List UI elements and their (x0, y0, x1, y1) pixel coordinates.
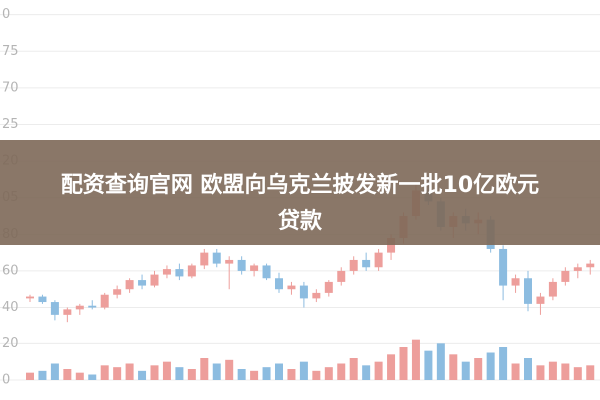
volume-bar (524, 358, 532, 380)
candle-body (362, 259, 371, 268)
volume-bar (573, 367, 582, 380)
volume-bar (374, 361, 383, 380)
candle-body (125, 280, 134, 290)
volume-bar (387, 354, 396, 380)
candle-body (499, 248, 508, 286)
y-tick-label: 60 (2, 263, 19, 278)
candle-body (50, 302, 59, 315)
candle-body (100, 294, 109, 308)
volume-bar (150, 365, 159, 380)
volume-bar (187, 369, 196, 380)
candle-body (573, 267, 582, 271)
volume-bar (436, 343, 445, 380)
volume-bar (561, 363, 570, 380)
volume-bar (212, 363, 221, 380)
candle-body (337, 270, 346, 282)
candle-body (374, 252, 383, 268)
volume-bar (262, 367, 271, 380)
volume-bar (449, 354, 458, 380)
volume-bar (461, 361, 470, 380)
volume-bar (200, 358, 209, 380)
candle-body (162, 269, 171, 275)
candle-body (312, 292, 321, 299)
volume-bar (138, 370, 147, 380)
volume-bar (324, 367, 333, 380)
volume-bar (100, 365, 109, 380)
y-tick-label: 0 (2, 7, 10, 22)
candle-body (299, 285, 308, 299)
volume-bar (299, 361, 308, 380)
volume-bar (349, 358, 358, 380)
volume-bar (125, 363, 134, 380)
candle-body (88, 305, 97, 308)
volume-bar (536, 365, 545, 380)
candle-body (75, 305, 84, 310)
volume-bar (175, 367, 184, 380)
volume-bar (337, 363, 346, 380)
candle-body (26, 296, 34, 299)
volume-bar (88, 374, 97, 380)
volume-bar (511, 363, 520, 380)
candle-body (536, 296, 545, 304)
volume-bar (162, 361, 171, 380)
candle-body (511, 278, 520, 286)
volume-bar (486, 352, 495, 380)
candle-body (275, 278, 283, 290)
volume-bar (38, 370, 47, 380)
y-tick-label: 75 (2, 44, 19, 59)
volume-bar (399, 347, 408, 380)
candle-body (200, 252, 209, 266)
y-tick-label: 20 (2, 336, 19, 351)
candle-body (262, 265, 271, 279)
banner-line: 配资查询官网 欧盟向乌克兰披发新一批10亿欧元 (61, 172, 539, 198)
banner-background (0, 140, 600, 245)
volume-bar (499, 347, 508, 380)
candle-body (524, 278, 532, 304)
volume-bar (50, 363, 59, 380)
volume-bar (275, 363, 283, 380)
volume-bar (424, 350, 433, 380)
volume-bar (113, 367, 122, 380)
candle-body (38, 296, 47, 303)
candle-body (212, 252, 221, 264)
volume-bar (63, 369, 72, 380)
candle-body (586, 263, 595, 268)
candle-body (225, 259, 234, 264)
candle-body (175, 269, 184, 277)
candle-body (250, 265, 259, 271)
candle-body (187, 265, 196, 277)
banner-line: 贷款 (278, 208, 323, 234)
volume-bar (237, 369, 246, 380)
volume-bar (26, 372, 34, 380)
candle-body (387, 237, 396, 253)
y-tick-label: 40 (2, 300, 19, 315)
candle-body (113, 289, 122, 295)
volume-bar (75, 372, 84, 380)
volume-bar (474, 358, 483, 380)
volume-bar (411, 339, 420, 380)
candle-body (237, 259, 246, 271)
volume-bar (287, 369, 296, 380)
candle-body (150, 274, 159, 286)
y-tick-label: 25 (2, 117, 19, 132)
y-tick-label: 0 (2, 373, 10, 388)
y-tick-label: 70 (2, 80, 19, 95)
volume-bar (225, 359, 234, 380)
candle-body (548, 281, 557, 297)
candle-body (324, 281, 333, 293)
candle-body (138, 280, 147, 286)
volume-bar (250, 370, 259, 380)
candle-body (349, 259, 358, 271)
candle-body (561, 270, 570, 282)
volume-bar (586, 365, 595, 380)
volume-bar (362, 365, 371, 380)
candle-body (63, 309, 72, 315)
volume-bar (548, 361, 557, 380)
volume-bar (312, 370, 321, 380)
candle-body (287, 285, 296, 290)
